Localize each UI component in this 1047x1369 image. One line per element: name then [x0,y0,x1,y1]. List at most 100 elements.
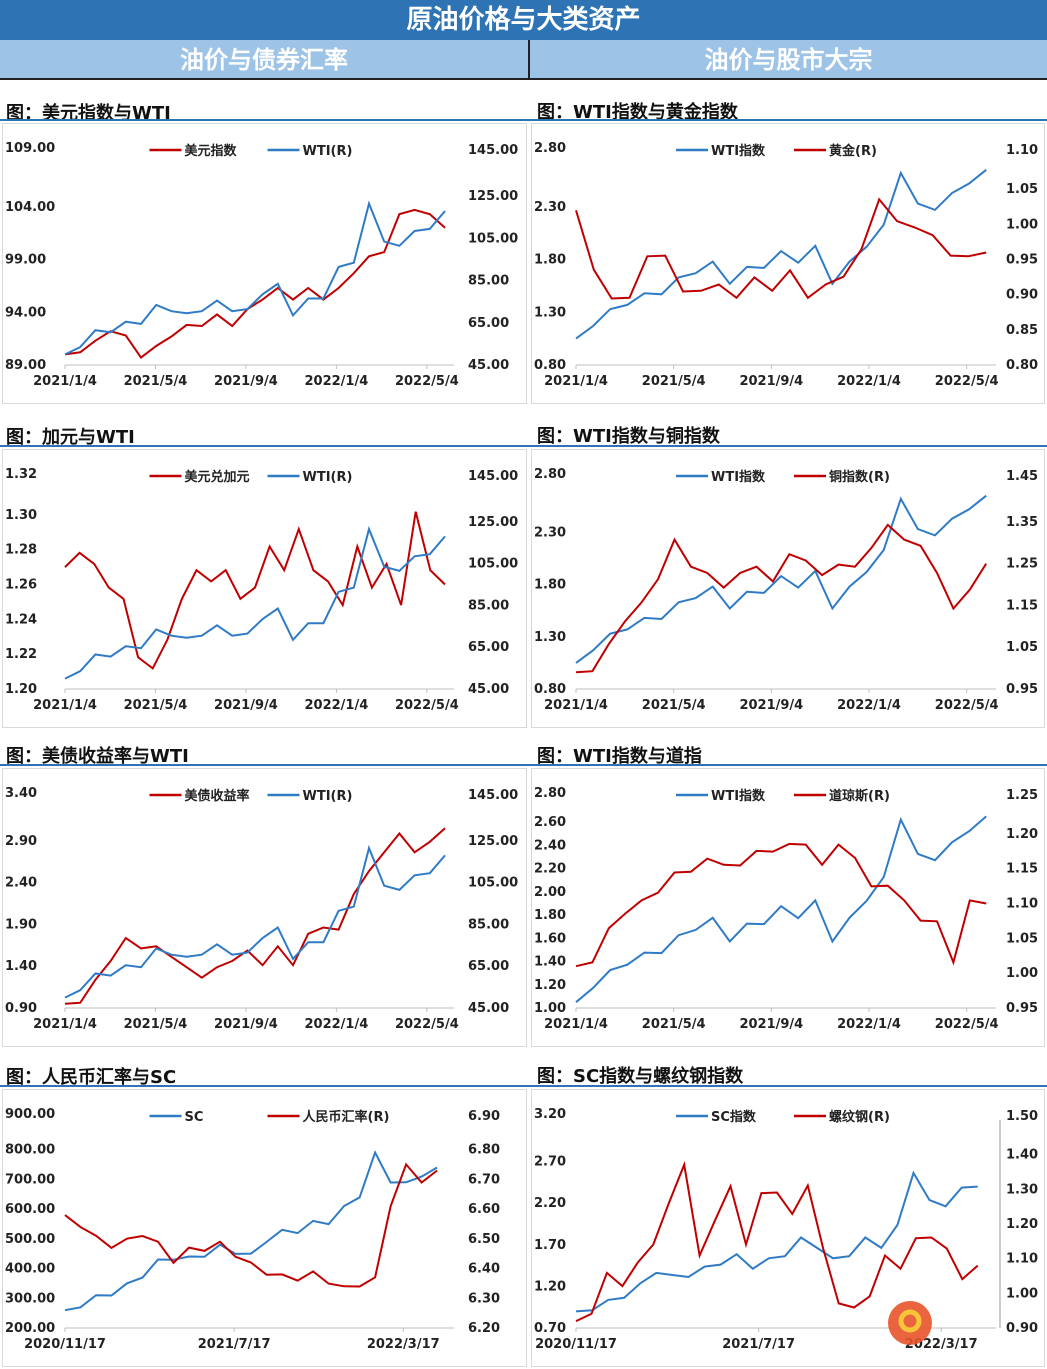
right-tick-label: 6.30 [468,1291,500,1306]
chart-canvas: 2.80 2.30 1.80 1.30 0.80 1.45 1.35 1.25 1.15 1.05… [534,467,1038,713]
series-line-0 [575,815,987,1003]
right-tick-label: 0.90 [1006,1321,1038,1336]
left-tick-label: 1.20 [5,682,37,697]
chart-ust-wti: 3.40 2.90 2.40 1.90 1.40 0.90 145.00 125.00 105.… [2,768,527,1047]
legend-label: 铜指数(R) [828,469,890,485]
left-tick-label: 1.60 [534,931,566,946]
legend-label: 螺纹钢(R) [829,1109,890,1125]
left-tick-label: 109.00 [5,141,55,156]
left-tick-label: 2.60 [534,815,566,830]
chart-wti-dow: 2.80 2.60 2.40 2.20 2.00 1.80 1.60 1.40 1.20 1.00… [531,768,1045,1047]
right-tick-label: 6.60 [468,1202,500,1217]
x-tick-label: 2022/5/4 [395,698,459,713]
chart-canvas: 3.20 2.70 2.20 1.70 1.20 0.70 1.50 1.40 1.30 1.20… [534,1107,1038,1352]
right-tick-label: 125.00 [468,515,518,530]
legend-label: 人民币汇率(R) [303,1109,390,1125]
x-tick-label: 2021/1/4 [544,1017,608,1032]
series-line-0 [64,1149,438,1312]
legend-label: WTI指数 [711,788,766,804]
right-tick-label: 85.00 [468,917,509,932]
x-tick-label: 2022/1/4 [837,1017,901,1032]
series-line-1 [64,200,446,356]
left-tick-label: 2.20 [534,1196,566,1211]
right-tick-label: 45.00 [468,682,509,697]
legend-label: 道琼斯(R) [829,788,890,804]
legend-label: 黄金(R) [829,143,877,159]
x-tick-label: 2021/5/4 [124,698,188,713]
left-tick-label: 2.40 [5,876,37,891]
legend-label: 美元兑加元 [185,469,250,485]
right-tick-label: 1.05 [1006,931,1038,946]
left-tick-label: 500.00 [5,1232,55,1247]
right-tick-label: 0.90 [1006,288,1038,303]
right-tick-label: 125.00 [468,834,518,849]
legend-label: WTI指数 [711,469,766,485]
left-tick-label: 0.80 [534,682,566,697]
series-line-1 [64,1162,438,1288]
x-tick-label: 2021/9/4 [739,1017,803,1032]
right-tick-label: 1.05 [1006,640,1038,655]
watermark-logo [888,1301,932,1345]
x-tick-label: 2021/1/4 [544,374,608,389]
chart-canvas: 1.32 1.30 1.28 1.26 1.24 1.22 1.20 145.00 125.00… [5,467,518,713]
right-tick-label: 125.00 [468,189,518,204]
right-tick-label: 1.30 [1006,1182,1038,1197]
x-tick-label: 2022/5/4 [935,1017,999,1032]
series-line-1 [64,525,446,680]
x-tick-label: 2021/1/4 [33,1017,97,1032]
right-tick-label: 6.70 [468,1172,500,1187]
right-tick-label: 1.25 [1006,788,1038,803]
left-tick-label: 1.20 [534,1279,566,1294]
chart-title: 图：人民币汇率与SC [6,1067,177,1088]
series-line-0 [575,1170,978,1313]
right-tick-label: 105.00 [468,876,518,891]
x-tick-label: 2022/1/4 [305,698,369,713]
left-tick-label: 1.22 [5,647,37,662]
left-tick-label: 3.40 [5,786,37,801]
right-tick-label: 6.90 [468,1109,500,1124]
right-tick-label: 45.00 [468,1001,509,1016]
right-tick-label: 6.50 [468,1232,500,1247]
left-tick-label: 2.70 [534,1155,566,1170]
right-tick-label: 1.15 [1006,862,1038,877]
legend-label: 美债收益率 [185,788,250,804]
legend-label: SC指数 [711,1109,757,1125]
left-tick-label: 1.30 [534,630,566,645]
x-tick-label: 2021/9/4 [739,698,803,713]
right-tick-label: 6.80 [468,1143,500,1158]
right-tick-label: 1.10 [1006,1252,1038,1267]
legend-label: 美元指数 [185,143,238,159]
legend-label: SC [185,1110,204,1125]
chart-usd-wti: 109.00 104.00 99.00 94.00 89.00 145.00 125.00 1… [2,123,527,404]
left-tick-label: 300.00 [5,1291,55,1306]
x-tick-label: 2022/3/17 [367,1337,440,1352]
left-tick-label: 1.30 [534,305,566,320]
x-tick-label: 2022/5/4 [395,374,459,389]
divider [0,445,1047,447]
chart-title: 图：WTI指数与黄金指数 [537,102,738,123]
section-left-title: 油价与债券汇率 [0,40,530,80]
right-tick-label: 1.10 [1006,897,1038,912]
right-tick-label: 6.20 [468,1321,500,1336]
x-tick-label: 2021/5/4 [642,1017,706,1032]
chart-canvas: 2.80 2.30 1.80 1.30 0.80 1.10 1.05 1.00 0.95 0.90… [534,141,1038,389]
left-tick-label: 400.00 [5,1262,55,1277]
left-tick-label: 2.80 [534,786,566,801]
legend-label: WTI(R) [303,789,353,804]
left-tick-label: 2.90 [5,834,37,849]
right-tick-label: 65.00 [468,640,509,655]
right-tick-label: 1.20 [1006,827,1038,842]
right-tick-label: 105.00 [468,557,518,572]
right-tick-label: 105.00 [468,231,518,246]
right-tick-label: 0.95 [1006,682,1038,697]
x-tick-label: 2021/1/4 [544,698,608,713]
chart-title: 图：WTI指数与道指 [537,746,702,767]
chart-canvas: 900.00 800.00 700.00 600.00 500.00 400.00 300.… [5,1107,500,1352]
right-tick-label: 65.00 [468,316,509,331]
x-tick-label: 2021/1/4 [33,698,97,713]
legend-label: WTI(R) [303,144,353,159]
left-tick-label: 1.80 [534,578,566,593]
left-tick-label: 1.30 [5,508,37,523]
series-line-1 [575,197,987,300]
x-tick-label: 2021/9/4 [739,374,803,389]
